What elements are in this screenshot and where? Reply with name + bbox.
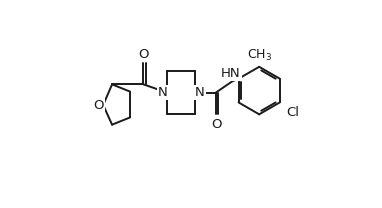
Text: HN: HN (221, 67, 241, 80)
Text: CH$_3$: CH$_3$ (247, 48, 272, 63)
Text: O: O (93, 99, 104, 111)
Text: O: O (138, 47, 149, 61)
Text: Cl: Cl (286, 106, 300, 119)
Text: N: N (195, 86, 204, 99)
Text: O: O (212, 118, 222, 131)
Text: N: N (158, 86, 168, 99)
